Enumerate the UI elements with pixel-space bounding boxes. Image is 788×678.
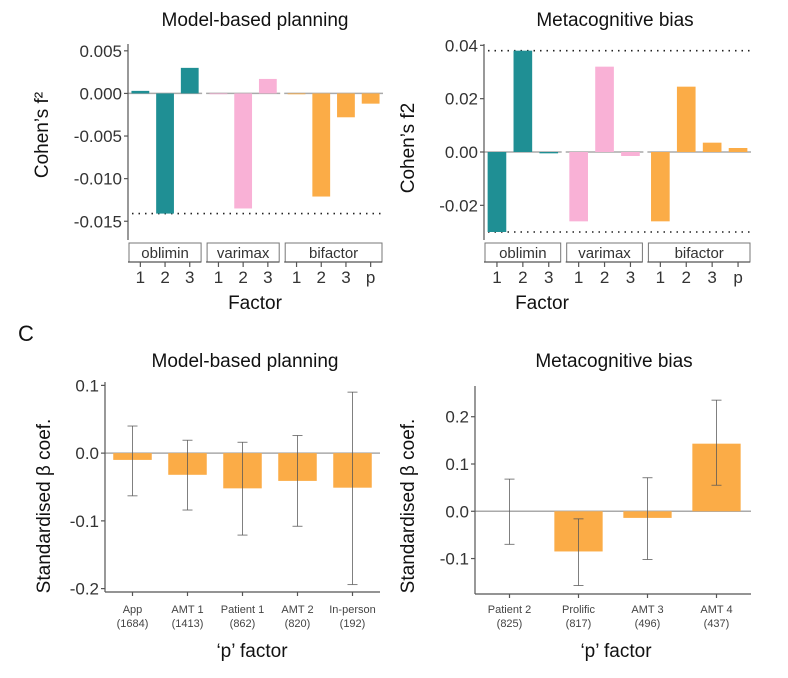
x-tick-label: 3: [185, 268, 194, 287]
bar-bifactor-1: [651, 152, 670, 222]
y-tick-label: 0.0: [445, 502, 469, 521]
bar-bifactor-2: [676, 86, 696, 152]
x-tick-sample-size: (496): [635, 618, 661, 630]
bar-bifactor-1: [287, 93, 306, 95]
bar-bifactor-3: [702, 142, 722, 152]
bar-varimax-2: [234, 93, 253, 209]
x-tick-label: AMT 4: [700, 604, 732, 616]
x-tick-label: AMT 3: [631, 604, 663, 616]
x-tick-label: 3: [626, 268, 635, 287]
x-axis-title: Factor: [228, 293, 283, 314]
x-tick-label: 1: [574, 268, 583, 287]
y-axis-title: Standardised β coef.: [34, 419, 55, 594]
y-axis-title: Standardised β coef.: [398, 419, 419, 594]
bar-varimax-1: [569, 152, 588, 222]
y-tick-label: -0.02: [439, 196, 478, 215]
x-tick-label: Patient 2: [488, 604, 531, 616]
y-tick-label: 0.0: [75, 444, 99, 463]
x-tick-label: 1: [492, 268, 501, 287]
bar-bifactor-p: [361, 93, 380, 104]
x-tick-label: 3: [544, 268, 553, 287]
x-tick-sample-size: (820): [285, 618, 311, 630]
x-tick-label: 2: [518, 268, 527, 287]
facet-strip-label: oblimin: [141, 245, 189, 262]
y-tick-label: 0.04: [445, 36, 478, 55]
panel-letter-c: C: [18, 321, 34, 346]
y-tick-label: 0.000: [79, 84, 122, 103]
bar-bifactor-3: [337, 93, 355, 118]
y-tick-label: 0.00: [445, 143, 478, 162]
y-tick-label: 0.005: [79, 42, 122, 61]
chart-title: Metacognitive bias: [535, 351, 692, 372]
bar-varimax-2: [595, 66, 614, 152]
y-tick-label: -0.1: [440, 550, 469, 569]
x-axis-title: ‘p’ factor: [580, 641, 652, 662]
x-tick-label: p: [733, 268, 742, 287]
x-tick-sample-size: (862): [230, 618, 256, 630]
y-tick-label: -0.010: [74, 170, 122, 189]
bar-oblimin-1: [487, 152, 507, 232]
x-tick-sample-size: (437): [704, 618, 730, 630]
y-tick-label: -0.2: [70, 580, 99, 599]
bar-bifactor-2: [312, 93, 331, 197]
x-axis-title: Factor: [515, 293, 570, 314]
bar-oblimin-2: [513, 50, 533, 152]
x-tick-label: 3: [341, 268, 350, 287]
x-tick-sample-size: (1684): [117, 618, 149, 630]
x-tick-label: App: [123, 604, 143, 616]
bar-oblimin-1: [131, 90, 150, 94]
x-tick-label: 1: [292, 268, 301, 287]
x-tick-sample-size: (192): [340, 618, 366, 630]
bar-oblimin-3: [539, 152, 559, 154]
x-tick-label: Prolific: [562, 604, 596, 616]
x-tick-sample-size: (817): [566, 618, 592, 630]
y-tick-label: -0.005: [74, 127, 122, 146]
y-axis-title: Cohen’s f2: [398, 103, 419, 194]
bar-varimax-3: [258, 78, 277, 94]
x-tick-label: In-person: [329, 604, 375, 616]
x-tick-label: p: [366, 268, 375, 287]
chart-metacognitive-bias-p-factor: Metacognitive bias ‘p’ factor Standardis…: [398, 351, 751, 662]
x-tick-label: 3: [263, 268, 272, 287]
chart-title: Model-based planning: [162, 10, 349, 31]
y-tick-label: 0.1: [75, 376, 99, 395]
x-tick-label: 3: [707, 268, 716, 287]
facet-strip-label: varimax: [578, 245, 631, 262]
bar-varimax-3: [621, 152, 640, 156]
chart-title: Model-based planning: [152, 351, 339, 372]
y-tick-label: -0.1: [70, 512, 99, 531]
y-tick-label: 0.1: [445, 455, 469, 474]
x-tick-label: AMT 1: [171, 604, 203, 616]
facet-strip-label: oblimin: [499, 245, 547, 262]
x-tick-label: 2: [238, 268, 247, 287]
x-tick-label: 2: [600, 268, 609, 287]
x-axis-title: ‘p’ factor: [216, 641, 288, 662]
x-tick-label: 1: [214, 268, 223, 287]
bar-oblimin-2: [156, 93, 174, 214]
y-axis-title: Cohen’s f²: [32, 92, 53, 178]
facet-strip-label: varimax: [217, 245, 270, 262]
facet-strip-label: bifactor: [675, 245, 724, 262]
x-tick-label: 2: [160, 268, 169, 287]
x-tick-sample-size: (1413): [172, 618, 204, 630]
x-tick-label: 2: [317, 268, 326, 287]
bar-bifactor-p: [728, 148, 748, 152]
facet-strip-label: bifactor: [309, 245, 358, 262]
bar-varimax-1: [209, 93, 228, 95]
y-tick-label: -0.015: [74, 212, 122, 231]
x-tick-label: 1: [656, 268, 665, 287]
y-tick-label: 0.02: [445, 90, 478, 109]
y-tick-label: 0.2: [445, 408, 469, 427]
x-tick-label: Patient 1: [221, 604, 264, 616]
chart-model-based-planning-factors: Model-based planning Factor Cohen’s f² 1…: [32, 10, 383, 314]
x-tick-label: 2: [682, 268, 691, 287]
x-tick-sample-size: (825): [497, 618, 523, 630]
chart-title: Metacognitive bias: [536, 10, 693, 31]
x-tick-label: AMT 2: [281, 604, 313, 616]
bar-oblimin-3: [180, 67, 199, 94]
x-tick-label: 1: [136, 268, 145, 287]
chart-model-based-planning-p-factor: Model-based planning ‘p’ factor Standard…: [34, 351, 380, 662]
